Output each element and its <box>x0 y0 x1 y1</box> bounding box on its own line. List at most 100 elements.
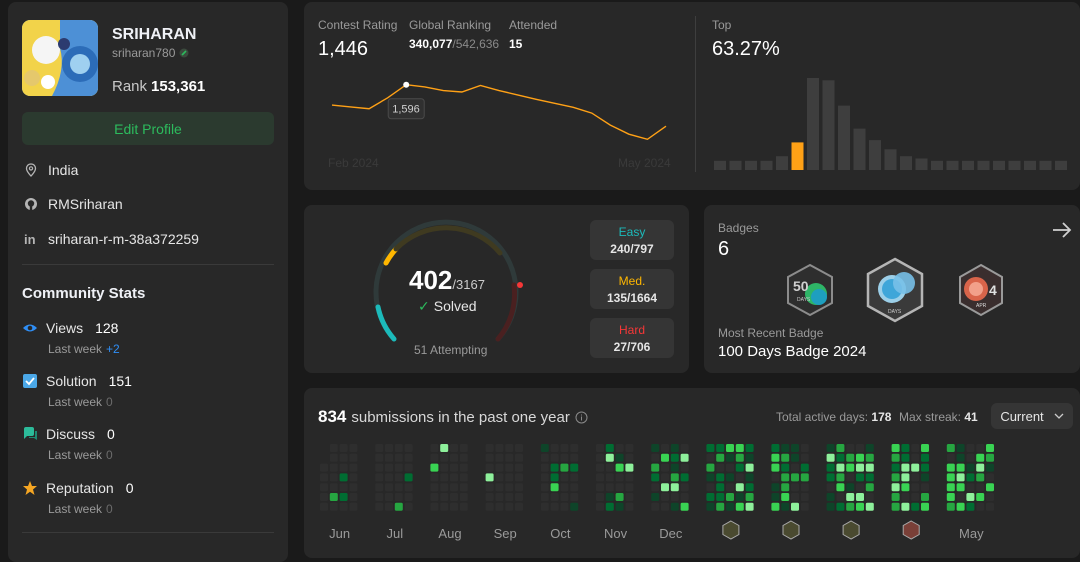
info-icon[interactable] <box>575 411 588 424</box>
heatmap-cell[interactable] <box>706 493 715 501</box>
heatmap-cell[interactable] <box>791 483 799 492</box>
month-badge-icon[interactable] <box>902 520 920 540</box>
heatmap-cell[interactable] <box>651 502 660 511</box>
heatmap-cell[interactable] <box>680 453 689 462</box>
heatmap-cell[interactable] <box>485 473 494 482</box>
heatmap-cell[interactable] <box>856 444 864 452</box>
heatmap-cell[interactable] <box>505 444 514 452</box>
heatmap-cell[interactable] <box>800 444 809 452</box>
heatmap-cell[interactable] <box>560 444 569 452</box>
heatmap-cell[interactable] <box>540 453 549 462</box>
heatmap-cell[interactable] <box>901 463 910 472</box>
heatmap-cell[interactable] <box>320 493 328 501</box>
heatmap-cell[interactable] <box>706 473 715 482</box>
heatmap-cell[interactable] <box>826 444 835 452</box>
heatmap-cell[interactable] <box>956 502 965 511</box>
heatmap-cell[interactable] <box>430 493 439 501</box>
heatmap-cell[interactable] <box>856 473 864 482</box>
heatmap-cell[interactable] <box>540 483 549 492</box>
heatmap-cell[interactable] <box>986 444 994 452</box>
month-badge-icon[interactable] <box>722 520 740 540</box>
edit-profile-button[interactable]: Edit Profile <box>22 112 274 145</box>
heatmap-cell[interactable] <box>651 483 660 492</box>
heatmap-cell[interactable] <box>670 483 679 492</box>
difficulty-easy[interactable]: Easy 240/797 <box>590 220 674 260</box>
heatmap-cell[interactable] <box>404 453 413 462</box>
heatmap-cell[interactable] <box>339 493 348 501</box>
heatmap-cell[interactable] <box>515 444 523 452</box>
heatmap-cell[interactable] <box>976 453 985 462</box>
heatmap-cell[interactable] <box>375 444 384 452</box>
heatmap-cell[interactable] <box>771 483 780 492</box>
heatmap-cell[interactable] <box>394 453 403 462</box>
linkedin-row[interactable]: in sriharan-r-m-38a372259 <box>24 231 199 247</box>
heatmap-cell[interactable] <box>706 444 715 452</box>
heatmap-cell[interactable] <box>615 483 624 492</box>
heatmap-cell[interactable] <box>505 463 514 472</box>
heatmap-cell[interactable] <box>661 493 669 501</box>
heatmap-cell[interactable] <box>485 483 494 492</box>
heatmap-cell[interactable] <box>459 463 468 472</box>
heatmap-cell[interactable] <box>781 483 790 492</box>
heatmap-cell[interactable] <box>946 502 955 511</box>
heatmap-cell[interactable] <box>540 473 549 482</box>
heatmap-cell[interactable] <box>836 444 845 452</box>
heatmap-cell[interactable] <box>865 502 874 511</box>
heatmap-cell[interactable] <box>986 502 994 511</box>
heatmap-cell[interactable] <box>440 493 449 501</box>
heatmap-cell[interactable] <box>716 473 725 482</box>
heatmap-cell[interactable] <box>515 463 523 472</box>
heatmap-cell[interactable] <box>865 444 874 452</box>
heatmap-cell[interactable] <box>329 463 338 472</box>
month-badge-icon[interactable] <box>782 520 800 540</box>
heatmap-cell[interactable] <box>726 493 734 501</box>
heatmap-cell[interactable] <box>726 483 734 492</box>
heatmap-cell[interactable] <box>605 502 614 511</box>
heatmap-cell[interactable] <box>320 473 328 482</box>
heatmap-cell[interactable] <box>540 493 549 501</box>
heatmap-cell[interactable] <box>385 493 393 501</box>
heatmap-cell[interactable] <box>661 444 669 452</box>
heatmap-cell[interactable] <box>485 463 494 472</box>
heatmap-cell[interactable] <box>735 473 744 482</box>
heatmap-cell[interactable] <box>339 463 348 472</box>
heatmap-cell[interactable] <box>495 444 504 452</box>
heatmap-cell[interactable] <box>781 453 790 462</box>
heatmap-cell[interactable] <box>966 493 975 501</box>
heatmap-cell[interactable] <box>745 493 754 501</box>
badge-50-days[interactable]: 50 DAYS <box>784 263 836 317</box>
heatmap-cell[interactable] <box>394 473 403 482</box>
heatmap-cell[interactable] <box>716 493 725 501</box>
heatmap-cell[interactable] <box>320 463 328 472</box>
heatmap-cell[interactable] <box>670 473 679 482</box>
heatmap-cell[interactable] <box>485 444 494 452</box>
heatmap-cell[interactable] <box>946 444 955 452</box>
heatmap-cell[interactable] <box>550 502 559 511</box>
heatmap-cell[interactable] <box>706 453 715 462</box>
heatmap-cell[interactable] <box>596 483 604 492</box>
heatmap-cell[interactable] <box>891 493 900 501</box>
heatmap-cell[interactable] <box>976 483 985 492</box>
heatmap-cell[interactable] <box>745 502 754 511</box>
heatmap-cell[interactable] <box>921 493 929 501</box>
heatmap-cell[interactable] <box>946 463 955 472</box>
heatmap-cell[interactable] <box>680 444 689 452</box>
heatmap-cell[interactable] <box>856 483 864 492</box>
heatmap-cell[interactable] <box>800 473 809 482</box>
heatmap-cell[interactable] <box>329 453 338 462</box>
heatmap-cell[interactable] <box>459 483 468 492</box>
heatmap-cell[interactable] <box>791 502 799 511</box>
heatmap-cell[interactable] <box>540 502 549 511</box>
heatmap-cell[interactable] <box>515 493 523 501</box>
heatmap-cell[interactable] <box>726 453 734 462</box>
heatmap-cell[interactable] <box>375 453 384 462</box>
heatmap-cell[interactable] <box>596 444 604 452</box>
heatmap-cell[interactable] <box>670 463 679 472</box>
heatmap-cell[interactable] <box>505 473 514 482</box>
heatmap-cell[interactable] <box>459 473 468 482</box>
heatmap-cell[interactable] <box>495 473 504 482</box>
heatmap-cell[interactable] <box>615 473 624 482</box>
heatmap-cell[interactable] <box>891 463 900 472</box>
heatmap-cell[interactable] <box>430 502 439 511</box>
heatmap-cell[interactable] <box>404 493 413 501</box>
